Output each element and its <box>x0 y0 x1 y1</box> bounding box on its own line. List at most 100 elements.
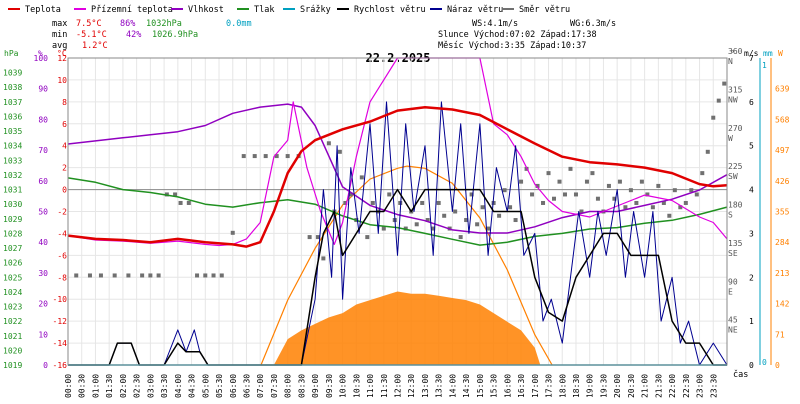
pressure-tick-label: 1038 <box>3 83 22 92</box>
wind-direction-point <box>387 192 392 197</box>
humidity-tick-label: 20 <box>38 300 48 309</box>
direction-tick-label: SE <box>728 249 738 258</box>
direction-tick-label: 270 <box>728 124 743 133</box>
temperature-tick-label: 0 <box>62 186 67 195</box>
wind-tick-label: 7 <box>749 54 754 63</box>
wind-direction-point <box>623 205 628 210</box>
x-tick-label: 18:00 <box>558 374 567 398</box>
axis-unit-direction: ° <box>730 49 735 58</box>
pressure-tick-label: 1032 <box>3 171 22 180</box>
x-tick-label: 22:30 <box>682 374 691 398</box>
x-tick-label: 06:30 <box>242 374 251 398</box>
wind-direction-point <box>579 209 584 214</box>
pressure-tick-label: 1026 <box>3 259 22 268</box>
axis-unit-humidity: % <box>38 49 43 58</box>
series-rychlost-vetru <box>68 188 727 366</box>
wind-direction-point <box>370 200 375 205</box>
stat-avg-temp: 1.2°C <box>82 41 108 51</box>
x-tick-label: 22:00 <box>668 374 677 398</box>
wind-direction-point <box>219 273 224 278</box>
wind-direction-point <box>307 235 312 240</box>
series-teplota <box>67 106 728 248</box>
x-tick-label: 06:00 <box>229 374 238 398</box>
temperature-tick-label: -6 <box>57 251 67 260</box>
wind-direction-point <box>74 273 79 278</box>
humidity-tick-label: 70 <box>38 146 48 155</box>
wind-direction-point <box>568 166 573 171</box>
pressure-tick-label: 1021 <box>3 332 22 341</box>
pressure-tick-label: 1029 <box>3 215 22 224</box>
x-tick-label: 04:00 <box>174 374 183 398</box>
x-tick-label: 14:00 <box>448 374 457 398</box>
wind-direction-point <box>241 154 246 159</box>
temperature-tick-label: -4 <box>57 229 67 238</box>
legend-label: Přízemní teplota <box>91 5 173 15</box>
wind-direction-point <box>381 226 386 231</box>
legend: Teplota Přízemní teplota Vlhkost Tlak Srážky… <box>8 5 570 15</box>
x-tick-label: 01:30 <box>105 374 114 398</box>
pressure-tick-label: 1035 <box>3 127 22 136</box>
wind-direction-point <box>425 218 430 223</box>
x-tick-label: 11:00 <box>366 374 375 398</box>
wind-direction-point <box>203 273 208 278</box>
axis-unit-temperature: °C <box>57 49 67 58</box>
direction-tick-label: N <box>728 57 733 66</box>
wind-direction-point <box>321 256 326 261</box>
humidity-tick-label: 80 <box>38 115 48 124</box>
axis-unit-pressure: hPa <box>4 49 19 58</box>
wind-direction-point <box>315 235 320 240</box>
temperature-tick-label: -8 <box>57 273 67 282</box>
pressure-tick-label: 1030 <box>3 200 22 209</box>
x-tick-label: 04:30 <box>188 374 197 398</box>
x-tick-label: 23:30 <box>709 374 718 398</box>
wind-direction-point <box>519 179 524 184</box>
wind-direction-point <box>398 200 403 205</box>
wind-direction-point <box>156 273 161 278</box>
wind-direction-point <box>420 200 425 205</box>
temperature-tick-label: 2 <box>62 164 67 173</box>
pressure-tick-label: 1025 <box>3 273 22 282</box>
series-tlak <box>67 177 728 246</box>
wind-direction-point <box>458 235 463 240</box>
info-ws: WS:4.1m/s <box>472 19 518 29</box>
humidity-tick-label: 10 <box>38 330 48 339</box>
wind-direction-point <box>584 179 589 184</box>
x-tick-label: 12:30 <box>407 374 416 398</box>
wind-direction-point <box>508 205 513 210</box>
axes: hPa% °C1019102010211022102310241025102610… <box>3 47 790 398</box>
x-tick-label: 07:00 <box>256 374 265 398</box>
temperature-tick-label: -14 <box>53 339 68 348</box>
wind-direction-point <box>595 196 600 201</box>
x-tick-label: 08:00 <box>284 374 293 398</box>
stat-min-press: 1026.9hPa <box>152 30 198 40</box>
humidity-tick-label: 90 <box>38 85 48 94</box>
x-axis-label: čas <box>733 369 748 380</box>
pressure-tick-label: 1028 <box>3 229 22 238</box>
wind-direction-point <box>612 196 617 201</box>
legend-label: Náraz větru <box>447 5 503 15</box>
radiation-tick-label: 71 <box>775 330 785 339</box>
pressure-tick-label: 1036 <box>3 112 22 121</box>
legend-label: Tlak <box>254 5 274 15</box>
stat-avg-label: avg <box>52 41 67 51</box>
wind-direction-point <box>263 154 268 159</box>
wind-tick-label: 6 <box>749 98 754 107</box>
wind-direction-point <box>700 171 705 176</box>
stat-max-press: 1032hPa <box>146 19 182 29</box>
wind-direction-point <box>683 200 688 205</box>
x-tick-label: 21:30 <box>654 374 663 398</box>
series-prizemni-teplota <box>67 57 728 247</box>
wind-direction-point <box>274 154 279 159</box>
info-wg: WG:6.3m/s <box>570 19 616 29</box>
wind-direction-point <box>705 149 710 154</box>
temperature-tick-label: 8 <box>62 98 67 107</box>
x-tick-label: 09:30 <box>325 374 334 398</box>
stat-min-temp: -5.1°C <box>76 30 107 40</box>
wind-tick-label: 3 <box>749 229 754 238</box>
axis-unit-rain: mm <box>763 49 773 58</box>
plot-frame <box>67 57 728 366</box>
x-tick-label: 19:00 <box>586 374 595 398</box>
x-tick-label: 21:00 <box>641 374 650 398</box>
x-tick-label: 14:30 <box>462 374 471 398</box>
